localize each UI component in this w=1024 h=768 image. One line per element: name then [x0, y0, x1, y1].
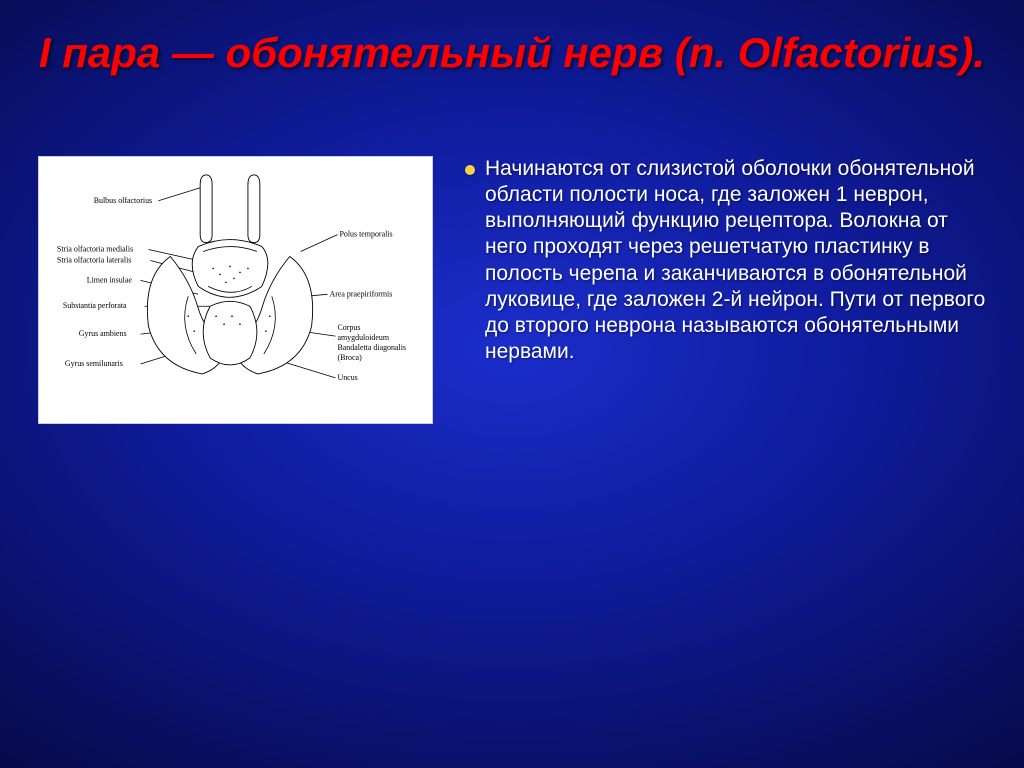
label-gyrus-semi: Gyrus semilunaris: [65, 358, 123, 367]
label-bulbus: Bulbus olfactorius: [94, 195, 152, 204]
body-text: Начинаются от слизистой оболочки обоняте…: [485, 156, 986, 366]
label-area: Area praepiriformis: [330, 289, 393, 298]
content-row: Bulbus olfactorius Stria olfactoria medi…: [38, 156, 986, 424]
body-block: Начинаются от слизистой оболочки обоняте…: [465, 156, 986, 366]
label-corpus-4: (Broca): [337, 353, 362, 362]
label-corpus-1: Corpus: [337, 323, 360, 332]
label-stria-lat: Stria olfactoria lateralis: [57, 255, 132, 264]
label-polus: Polus temporalis: [339, 229, 392, 238]
label-subst-perf: Substantia perforata: [63, 301, 127, 310]
label-stria-med: Stria olfactoria medialis: [57, 244, 133, 253]
slide-title: I пара — обонятельный нерв (n. Olfactori…: [38, 28, 986, 78]
anatomy-diagram: Bulbus olfactorius Stria olfactoria medi…: [38, 156, 433, 424]
anatomy-lineart: [147, 174, 312, 373]
label-limen: Limen insulae: [87, 275, 133, 284]
label-uncus: Uncus: [337, 372, 357, 381]
diagram-svg: Bulbus olfactorius Stria olfactoria medi…: [39, 157, 432, 424]
bullet-icon: [465, 165, 475, 175]
label-corpus-2: amygduloideum: [337, 333, 389, 342]
slide: I пара — обонятельный нерв (n. Olfactori…: [0, 0, 1024, 768]
label-corpus-3: Bandaletta diagonalis: [337, 343, 406, 352]
label-gyrus-amb: Gyrus ambiens: [79, 329, 127, 338]
